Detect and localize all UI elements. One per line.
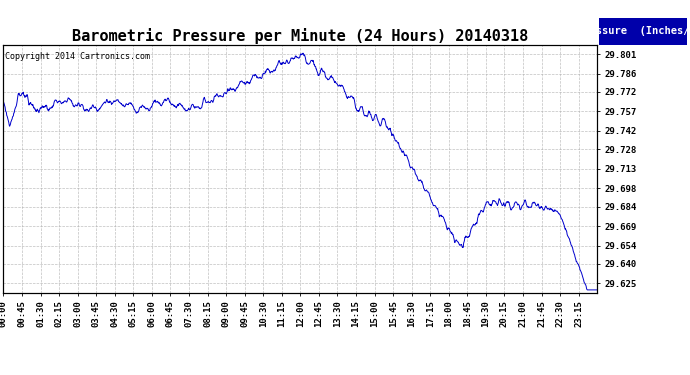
Text: Pressure  (Inches/Hg): Pressure (Inches/Hg) <box>578 27 690 36</box>
Title: Barometric Pressure per Minute (24 Hours) 20140318: Barometric Pressure per Minute (24 Hours… <box>72 28 529 44</box>
Text: Copyright 2014 Cartronics.com: Copyright 2014 Cartronics.com <box>5 53 150 62</box>
